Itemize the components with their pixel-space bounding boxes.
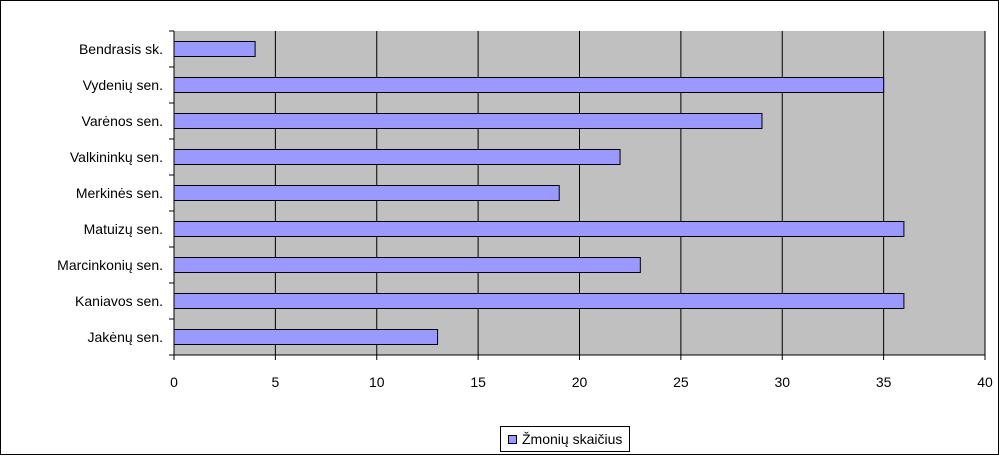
legend-swatch-icon xyxy=(508,434,517,444)
bar xyxy=(173,329,439,345)
bar xyxy=(173,113,763,129)
x-tick-label: 40 xyxy=(977,374,993,390)
x-tick-label: 20 xyxy=(572,374,588,390)
x-tick-label: 0 xyxy=(170,374,178,390)
category-label: Matuizų sen. xyxy=(84,221,163,237)
bar xyxy=(173,149,621,165)
legend-label: Žmonių skaičius xyxy=(522,431,623,447)
category-label: Valkininkų sen. xyxy=(70,149,163,165)
x-tick-label: 25 xyxy=(673,374,689,390)
bar xyxy=(173,185,560,201)
category-label: Jakėnų sen. xyxy=(88,329,164,345)
bar xyxy=(173,257,641,273)
bar xyxy=(173,293,905,309)
bar xyxy=(173,41,256,57)
bar xyxy=(173,221,905,237)
x-tick-label: 35 xyxy=(876,374,892,390)
category-label: Merkinės sen. xyxy=(76,185,163,201)
category-label: Varėnos sen. xyxy=(82,113,163,129)
category-label: Kaniavos sen. xyxy=(75,293,163,309)
category-label: Marcinkonių sen. xyxy=(57,257,163,273)
x-tick-label: 5 xyxy=(271,374,279,390)
x-tick-label: 15 xyxy=(470,374,486,390)
x-tick-label: 30 xyxy=(774,374,790,390)
category-label: Vydenių sen. xyxy=(83,77,163,93)
x-tick-label: 10 xyxy=(369,374,385,390)
category-label: Bendrasis sk. xyxy=(79,41,163,57)
legend: Žmonių skaičius xyxy=(500,426,631,452)
bar xyxy=(173,77,885,93)
